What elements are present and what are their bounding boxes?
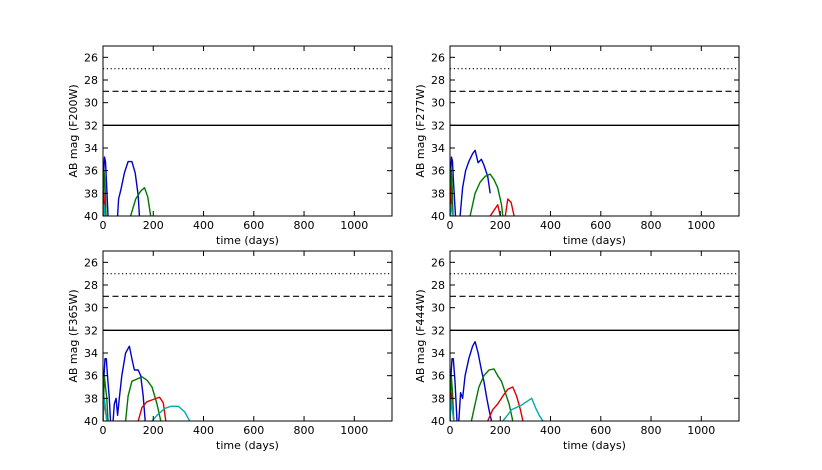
x-tick-label: 0 <box>447 219 454 232</box>
y-tick-label: 40 <box>431 415 445 428</box>
series-line-6 <box>504 198 515 216</box>
series-group <box>103 156 152 216</box>
x-tick-label: 0 <box>100 219 107 232</box>
y-axis-label: AB mag (F365W) <box>67 289 80 382</box>
series-group <box>103 345 191 421</box>
x-tick-label: 1000 <box>687 219 715 232</box>
series-line-5 <box>489 204 501 216</box>
y-tick-label: 34 <box>431 142 445 155</box>
y-tick-label: 40 <box>84 415 98 428</box>
y-tick-label: 28 <box>84 279 98 292</box>
y-tick-label: 34 <box>84 347 98 360</box>
x-tick-label: 800 <box>641 424 662 437</box>
series-group <box>450 341 544 421</box>
y-tick-label: 30 <box>84 97 98 110</box>
x-tick-label: 600 <box>243 424 264 437</box>
y-tick-label: 28 <box>431 279 445 292</box>
series-line-3 <box>470 368 514 421</box>
y-tick-label: 26 <box>84 256 98 269</box>
x-tick-label: 800 <box>294 424 315 437</box>
chart-panel-3: 0 200 400 600 800 1000 26 28 30 32 34 36 38 40 time (d… <box>414 250 740 452</box>
y-tick-label: 36 <box>431 370 445 383</box>
plot-frame <box>102 250 393 422</box>
x-tick-label: 200 <box>490 219 511 232</box>
y-axis-label: AB mag (F444W) <box>414 289 427 382</box>
y-tick-label: 26 <box>431 256 445 269</box>
series-line-2 <box>103 375 109 421</box>
y-tick-label: 34 <box>431 347 445 360</box>
y-tick-label: 30 <box>431 97 445 110</box>
chart-panel-1: 0 200 400 600 800 1000 26 28 30 32 34 36 38 40 time (d… <box>414 45 740 247</box>
series-line-6 <box>103 397 108 421</box>
y-tick-label: 34 <box>84 142 98 155</box>
y-axis-label: AB mag (F200W) <box>67 84 80 177</box>
series-line-1 <box>116 160 141 216</box>
series-line-3 <box>469 173 504 216</box>
x-tick-label: 1000 <box>340 219 368 232</box>
y-tick-label: 32 <box>84 324 98 337</box>
series-line-7 <box>151 405 191 421</box>
y-tick-label: 30 <box>84 302 98 315</box>
x-tick-label: 200 <box>143 424 164 437</box>
x-tick-label: 400 <box>193 219 214 232</box>
plot-frame <box>449 45 740 217</box>
plot-frame <box>102 45 393 217</box>
series-line-1 <box>112 345 146 421</box>
y-tick-label: 28 <box>84 74 98 87</box>
series-line-7 <box>502 397 544 421</box>
x-tick-label: 400 <box>193 424 214 437</box>
series-group <box>450 149 515 216</box>
y-tick-label: 28 <box>431 74 445 87</box>
y-tick-label: 32 <box>431 119 445 132</box>
x-tick-label: 400 <box>540 219 561 232</box>
x-tick-label: 1000 <box>340 424 368 437</box>
series-line-1 <box>459 149 491 216</box>
x-tick-label: 1000 <box>687 424 715 437</box>
x-tick-label: 0 <box>447 424 454 437</box>
x-tick-label: 600 <box>590 424 611 437</box>
chart-panel-2: 0 200 400 600 800 1000 26 28 30 32 34 36 38 40 time (d… <box>67 250 393 452</box>
y-tick-label: 36 <box>84 370 98 383</box>
series-line-5 <box>137 396 167 421</box>
y-axis-label: AB mag (F277W) <box>414 84 427 177</box>
y-tick-label: 26 <box>431 51 445 64</box>
x-tick-label: 600 <box>243 219 264 232</box>
y-tick-label: 40 <box>84 210 98 223</box>
y-tick-label: 32 <box>84 119 98 132</box>
series-line-5 <box>487 386 524 421</box>
x-tick-label: 800 <box>641 219 662 232</box>
plot-frame <box>449 250 740 422</box>
y-tick-label: 36 <box>84 165 98 178</box>
series-line-3 <box>129 187 152 216</box>
x-tick-label: 200 <box>143 219 164 232</box>
x-axis-label: time (days) <box>563 234 626 247</box>
x-tick-label: 800 <box>294 219 315 232</box>
series-line-6 <box>450 397 455 421</box>
series-line-1 <box>458 341 493 421</box>
x-tick-label: 200 <box>490 424 511 437</box>
y-tick-label: 38 <box>431 392 445 405</box>
x-tick-label: 400 <box>540 424 561 437</box>
y-tick-label: 36 <box>431 165 445 178</box>
x-tick-label: 600 <box>590 219 611 232</box>
y-tick-label: 38 <box>84 392 98 405</box>
y-tick-label: 32 <box>431 324 445 337</box>
y-tick-label: 26 <box>84 51 98 64</box>
x-tick-label: 0 <box>100 424 107 437</box>
x-axis-label: time (days) <box>216 234 279 247</box>
x-axis-label: time (days) <box>216 439 279 452</box>
y-tick-label: 38 <box>431 187 445 200</box>
x-axis-label: time (days) <box>563 439 626 452</box>
y-tick-label: 38 <box>84 187 98 200</box>
chart-panel-0: 0 200 400 600 800 1000 26 28 30 32 34 36 38 40 time (d… <box>67 45 393 247</box>
y-tick-label: 30 <box>431 302 445 315</box>
y-tick-label: 40 <box>431 210 445 223</box>
